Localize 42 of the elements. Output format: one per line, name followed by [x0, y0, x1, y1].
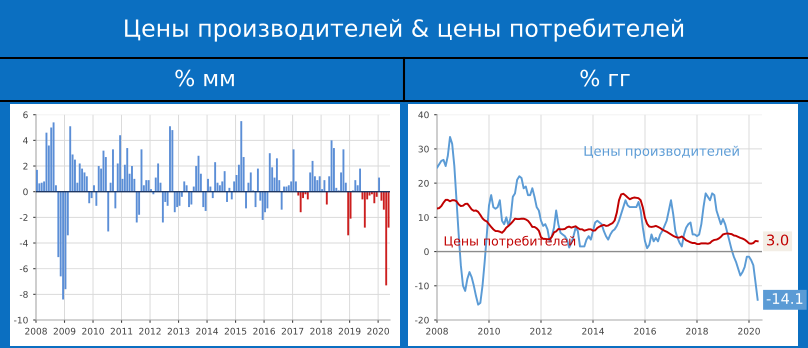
text: Цены производителей: [584, 146, 739, 159]
y-tick-label: 0: [23, 188, 28, 196]
y-tick-label: 20: [418, 180, 429, 187]
y-tick-label: 4: [23, 137, 28, 144]
y-tick-label: -20: [415, 316, 429, 324]
x-tick-label: 2012: [139, 328, 161, 335]
y-tick-label: -4: [20, 240, 28, 246]
x-tick-label: 2008: [25, 328, 47, 335]
x-tick-label: 2016: [253, 328, 275, 335]
y-tick-label: -8: [20, 291, 28, 298]
y-tick-label: 2: [23, 162, 28, 170]
x-tick-label: 2012: [530, 328, 552, 335]
chart-title: Цены производителей & цены потребителей: [125, 18, 684, 42]
y-tick-label: 6: [23, 111, 28, 118]
x-tick-label: 2018: [310, 328, 332, 335]
chart-title: % гг: [580, 70, 630, 86]
x-tick-label: 2013: [168, 328, 190, 335]
x-tick-label: 2014: [196, 328, 218, 335]
y-tick-label: -2: [20, 214, 28, 221]
chart-subtitle: % мм: [175, 70, 234, 86]
x-tick-label: 2009: [54, 328, 76, 335]
y-tick-label: 10: [418, 214, 429, 221]
x-tick-label: 2010: [478, 328, 500, 335]
y-tick-label: 30: [418, 146, 429, 152]
y-tick-label: 0: [424, 248, 429, 256]
x-tick-label: 2010: [82, 328, 104, 335]
x-tick-label: 2016: [634, 328, 656, 335]
x-tick-label: 2008: [426, 328, 448, 335]
y-tick-label: 40: [418, 111, 429, 118]
x-tick-label: 2015: [224, 328, 246, 335]
x-tick-label: 2018: [686, 328, 708, 335]
data-label: 3.0: [767, 234, 788, 246]
x-tick-label: 2011: [110, 328, 132, 335]
x-tick-label: 2020: [738, 328, 760, 335]
x-tick-label: 2017: [282, 328, 304, 335]
x-tick-label: 2014: [582, 328, 604, 335]
y-tick-label: -10: [14, 316, 28, 324]
y-tick-label: -6: [20, 265, 28, 272]
x-tick-label: 2019: [338, 328, 360, 335]
x-tick-label: 2020: [367, 328, 390, 335]
y-tick-label: -10: [415, 282, 429, 290]
data-label: -14.1: [766, 293, 802, 304]
